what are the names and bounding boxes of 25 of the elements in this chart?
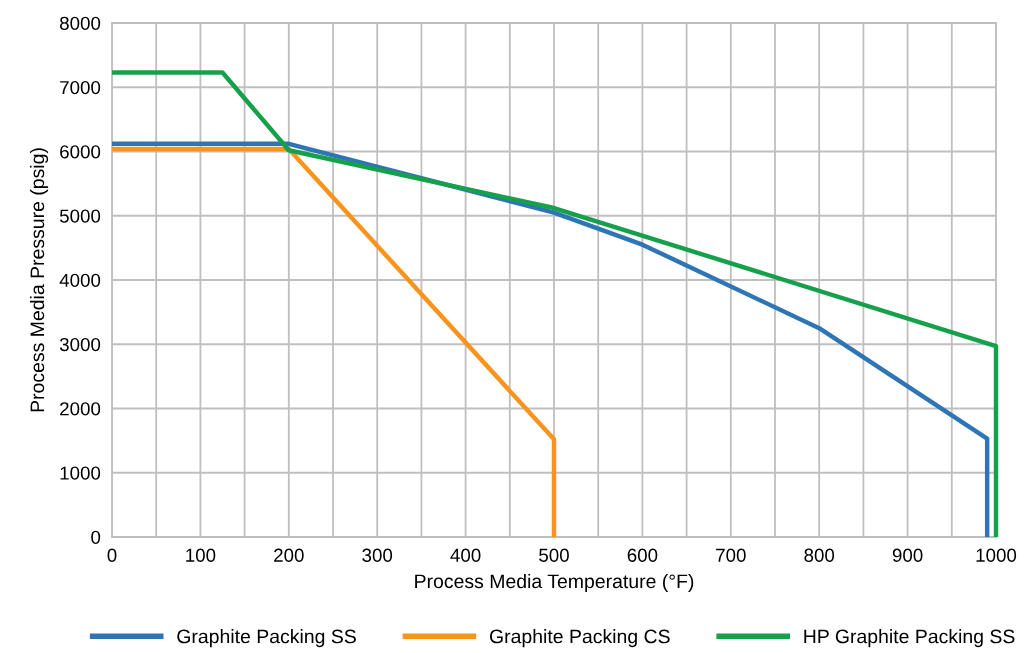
x-tick-label: 700 xyxy=(716,548,746,562)
y-tick-label: 5000 xyxy=(59,209,101,223)
y-tick-label: 7000 xyxy=(60,80,101,95)
x-tick-label: 900 xyxy=(892,548,923,562)
y-tick-label: 6000 xyxy=(60,145,101,159)
x-tick-label: 800 xyxy=(804,548,835,562)
y-tick-label: 4000 xyxy=(59,273,101,287)
legend-label: Graphite Packing SS xyxy=(177,629,356,648)
y-axis-title: Process Media Pressure (psig) xyxy=(29,148,49,412)
x-tick-label: 0 xyxy=(107,548,117,562)
x-tick-label: 100 xyxy=(186,548,216,562)
x-tick-label: 300 xyxy=(362,548,393,562)
y-tick-label: 1000 xyxy=(60,466,101,480)
x-axis-title: Process Media Temperature (°F) xyxy=(415,573,694,593)
legend-label: Graphite Packing CS xyxy=(489,629,670,648)
x-tick-label: 1000 xyxy=(976,548,1017,562)
legend-label: HP Graphite Packing SS xyxy=(804,629,1015,648)
y-tick-label: 3000 xyxy=(59,337,101,352)
y-tick-label: 8000 xyxy=(60,16,101,30)
y-tick-label: 0 xyxy=(91,530,101,544)
x-tick-label: 200 xyxy=(274,548,304,562)
x-tick-label: 500 xyxy=(539,548,569,562)
x-tick-label: 400 xyxy=(450,548,481,562)
x-tick-label: 600 xyxy=(627,548,658,562)
y-tick-label: 2000 xyxy=(60,402,101,416)
